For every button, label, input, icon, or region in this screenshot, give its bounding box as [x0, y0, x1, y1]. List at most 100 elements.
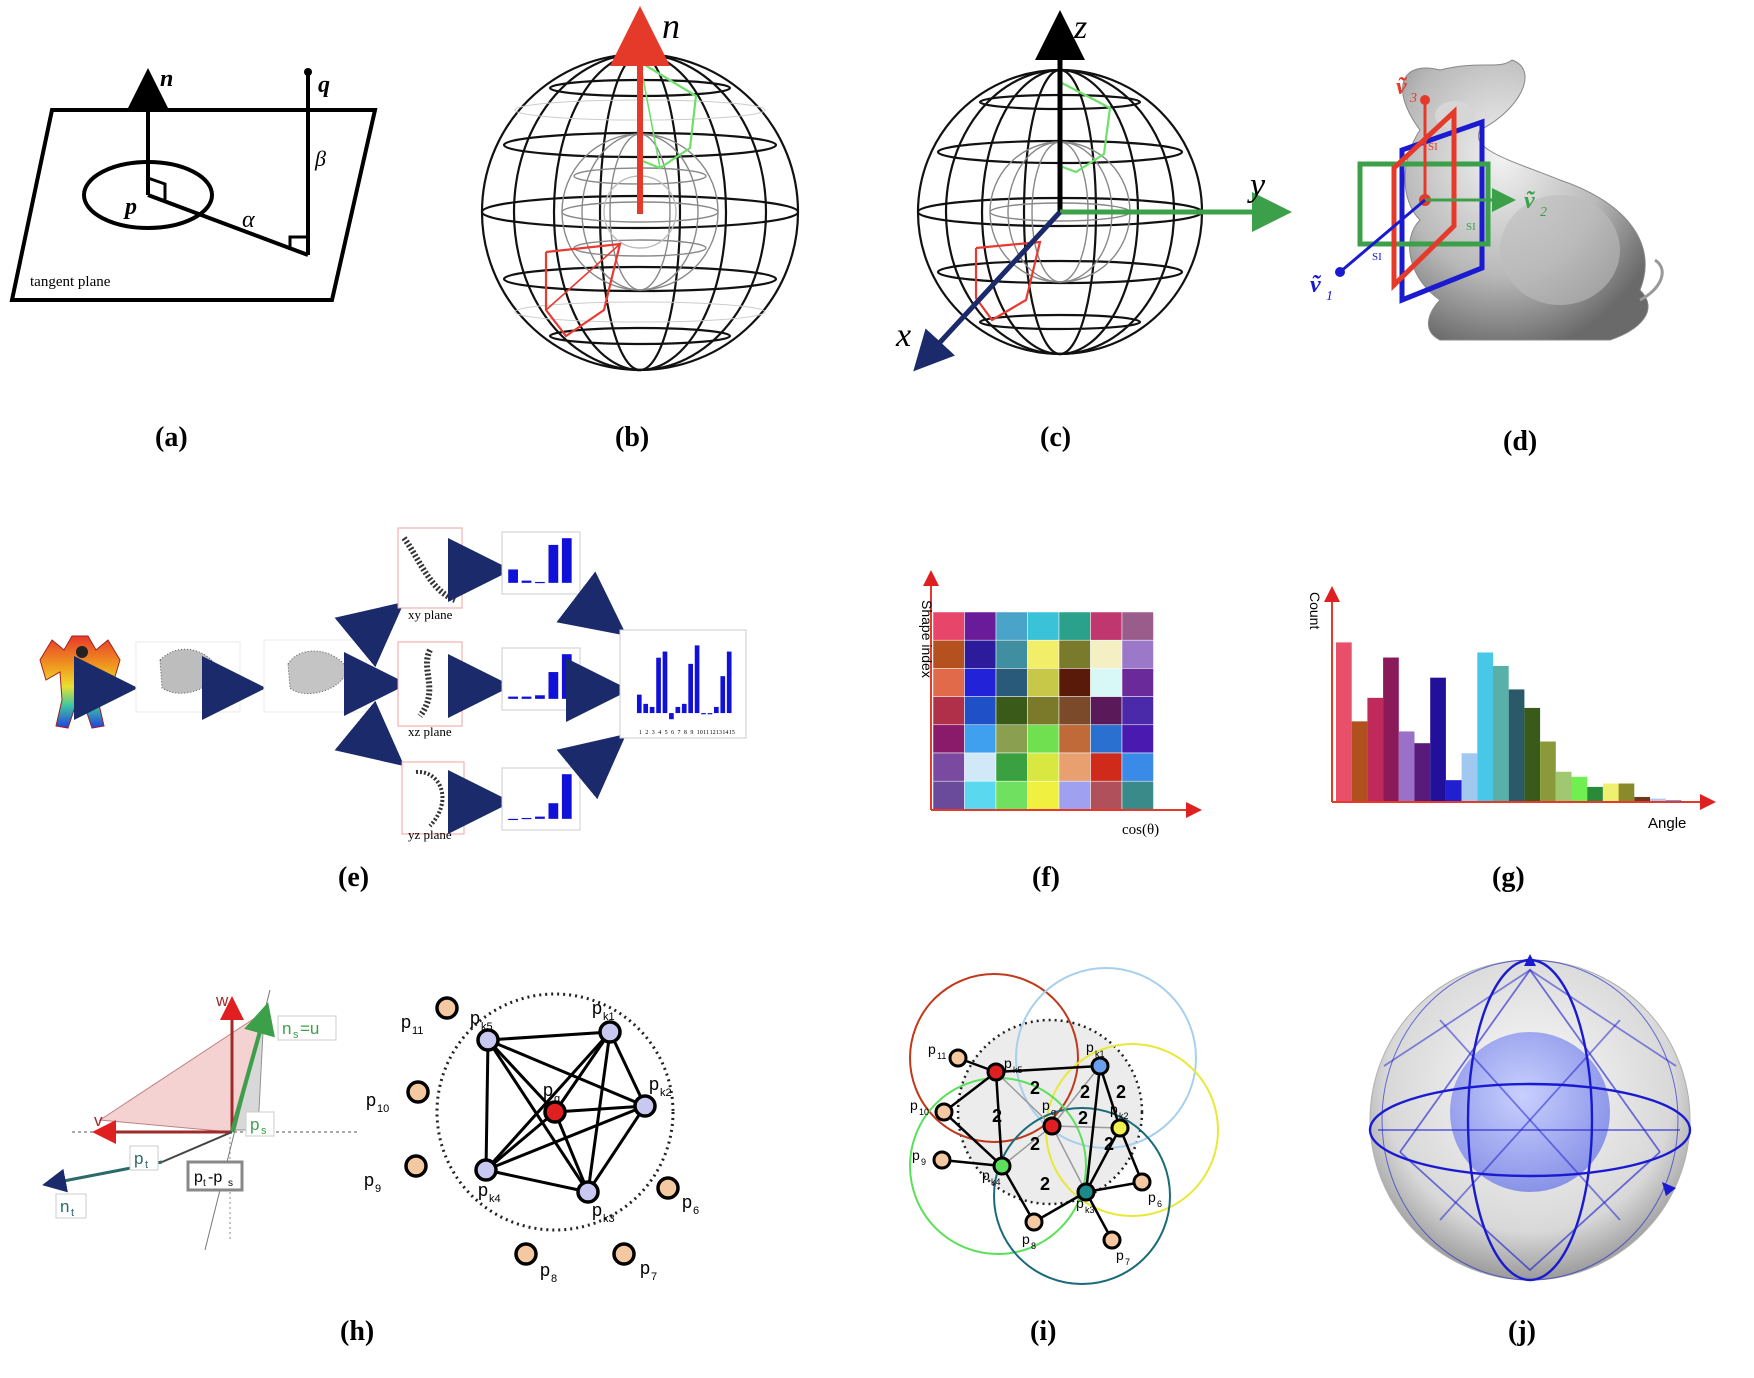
i-node-label-sub: 8	[1031, 1241, 1036, 1251]
caption-d: (d)	[1503, 426, 1537, 457]
node-label-sub: q	[554, 1093, 560, 1105]
i-node-label: p	[912, 1147, 920, 1163]
label-q: q	[318, 72, 330, 98]
grid-cell	[995, 611, 1028, 641]
combined-hist-tick: 3	[652, 730, 655, 736]
graph-edge	[485, 1110, 556, 1172]
combined-hist-tick: 7	[677, 730, 680, 736]
combined-hist-bar	[643, 703, 649, 714]
grid-cell	[995, 668, 1028, 697]
caption-i: (i)	[1030, 1316, 1056, 1347]
yz-hist-bar	[548, 803, 559, 819]
i-edge	[1051, 1065, 1101, 1127]
label-yz-plane: yz plane	[408, 827, 452, 842]
label-pt-sub: t	[145, 1159, 148, 1171]
i-node	[932, 1150, 952, 1170]
combined-hist-tick: 13	[716, 730, 722, 736]
grid-cell	[1090, 668, 1123, 697]
grid-cell	[1027, 611, 1060, 641]
combined-hist-bar	[636, 694, 642, 714]
combined-hist-bar	[681, 703, 687, 714]
grid-cell	[1027, 668, 1060, 697]
node-label: p	[366, 1090, 376, 1110]
node-label: p	[540, 1260, 550, 1280]
angle-bar	[1477, 652, 1493, 802]
xz-hist-bar	[561, 654, 572, 699]
combined-hist-tick: 9	[690, 730, 693, 736]
i-node-label-sub: 6	[1157, 1199, 1162, 1209]
grid-cell	[1027, 724, 1060, 754]
angle-bar	[1587, 786, 1603, 802]
i-node-label: p	[1086, 1039, 1094, 1055]
xz-hist-bar	[521, 696, 532, 699]
combined-hist-bar	[688, 663, 693, 714]
graph-node	[406, 1080, 430, 1104]
grid-cell	[964, 724, 997, 754]
panel-f: Shape index cos(θ)	[919, 570, 1202, 838]
i-edge	[995, 1071, 1053, 1127]
node-label: p	[470, 1008, 480, 1028]
graph-node	[656, 1176, 680, 1200]
i-edge	[1051, 1125, 1087, 1193]
label-v1: ṽ	[1310, 272, 1322, 298]
label-v3-sub: 3	[1409, 91, 1417, 106]
inner-sphere	[1450, 1032, 1610, 1192]
circle-teal	[993, 1107, 1171, 1285]
angle-bar	[1367, 697, 1384, 802]
green-bin	[639, 61, 698, 170]
combined-hist-tick: 11	[703, 730, 709, 736]
grid-cell	[932, 752, 965, 782]
combined-hist-bar	[694, 645, 700, 714]
arrow-merge-3	[556, 733, 627, 800]
xz-plane-projection: xz plane	[397, 641, 463, 739]
i-node-label: p	[1004, 1055, 1012, 1071]
label-n-b: n	[662, 6, 680, 46]
i-edge	[1001, 1125, 1053, 1167]
grid-cell	[1027, 639, 1060, 669]
i-weight-label: 2	[992, 1106, 1002, 1126]
v1-axis	[1339, 198, 1426, 274]
i-edge	[1098, 1065, 1122, 1129]
grid-cell	[1058, 611, 1091, 641]
node-label: p	[478, 1180, 488, 1200]
grid-cell	[964, 752, 997, 782]
grid-cell	[1121, 752, 1154, 782]
i-node-label: p	[1022, 1231, 1030, 1247]
node-label: p	[682, 1192, 692, 1212]
grid-cell	[964, 639, 997, 669]
grid-cell	[1090, 611, 1123, 641]
grid-cell	[1027, 752, 1060, 782]
combined-hist-tick: 8	[684, 730, 687, 736]
combined-hist-tick: 15	[729, 730, 735, 736]
graph-edge	[586, 1031, 612, 1193]
i-node-label: p	[1076, 1195, 1084, 1211]
angle-bar	[1336, 642, 1352, 802]
combined-hist-bar	[701, 713, 706, 715]
label-v-h: v	[94, 1111, 103, 1130]
angle-bar	[1634, 796, 1650, 802]
combined-hist-tick: 12	[710, 730, 716, 736]
label-nt: n	[60, 1197, 69, 1216]
combined-hist-tick: 14	[722, 730, 728, 736]
combined-hist-bar	[669, 713, 674, 720]
grid-cell	[1090, 724, 1123, 754]
g-ylabel: Count	[1307, 592, 1323, 629]
grid-cell	[1027, 696, 1060, 726]
node-label-sub: 11	[412, 1025, 423, 1037]
panel-h: w v n s =u p s p t n t p t -p s p 11p 10p 9…	[42, 989, 699, 1285]
grid-cell	[1058, 696, 1091, 726]
combined-hist-tick: 1	[639, 730, 642, 736]
i-node-label-sub: k4	[991, 1177, 1001, 1187]
grid-cell	[932, 668, 965, 697]
label-ptps-sub1: t	[203, 1178, 206, 1189]
node-label: p	[640, 1258, 650, 1278]
i-node	[986, 1062, 1006, 1082]
i-edge	[1033, 1190, 1087, 1224]
i-edge	[1084, 1127, 1122, 1193]
grid-cell	[964, 780, 997, 810]
combined-hist-bar	[649, 706, 655, 714]
i-edge	[943, 1111, 1003, 1167]
angle-bar	[1398, 731, 1415, 802]
f-xlabel: cos(θ)	[1122, 822, 1159, 838]
red-bin	[544, 242, 622, 338]
